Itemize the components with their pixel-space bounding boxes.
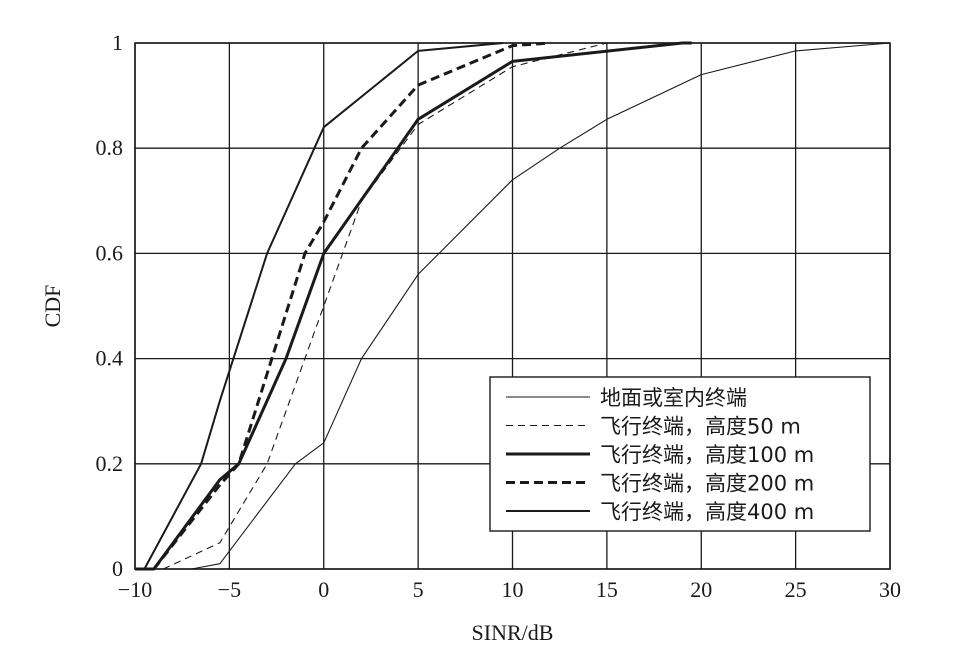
y-tick-label: 0: [112, 556, 123, 581]
legend-label-4: 飞行终端，高度400 m: [600, 500, 814, 524]
y-tick-label: 0.8: [96, 135, 124, 160]
x-tick-label: 0: [318, 577, 329, 602]
y-tick-label: 1: [112, 30, 123, 55]
y-tick-label: 0.4: [96, 346, 124, 371]
y-tick-labels: 0 0.2 0.4 0.6 0.8 1: [96, 30, 124, 581]
legend-label-2: 飞行终端，高度100 m: [600, 443, 814, 467]
x-axis-title: SINR/dB: [472, 620, 554, 645]
series-line-4: [135, 42, 504, 570]
x-tick-label: 25: [785, 577, 807, 602]
legend-label-3: 飞行终端，高度200 m: [600, 472, 814, 496]
y-tick-label: 0.2: [96, 451, 124, 476]
y-axis-title: CDF: [40, 285, 65, 328]
grid: [134, 42, 891, 570]
x-tick-label: 5: [413, 577, 424, 602]
x-tick-label: −5: [218, 577, 241, 602]
legend-label-0: 地面或室内终端: [600, 386, 747, 410]
y-tick-label: 0.6: [96, 240, 124, 265]
plot-frame: [134, 42, 891, 570]
x-tick-label: 10: [502, 577, 524, 602]
series-line-0: [191, 42, 891, 570]
x-tick-label: 30: [879, 577, 901, 602]
x-tick-label: −10: [118, 577, 152, 602]
legend-label-1: 飞行终端，高度50 m: [600, 415, 801, 439]
series-line-2: [135, 41, 692, 571]
x-tick-label: 15: [596, 577, 618, 602]
series-line-3: [152, 41, 551, 570]
series-group: [135, 41, 891, 571]
x-tick-labels: −10 −5 0 5 10 15 20 25 30: [118, 577, 901, 602]
x-tick-label: 20: [690, 577, 712, 602]
